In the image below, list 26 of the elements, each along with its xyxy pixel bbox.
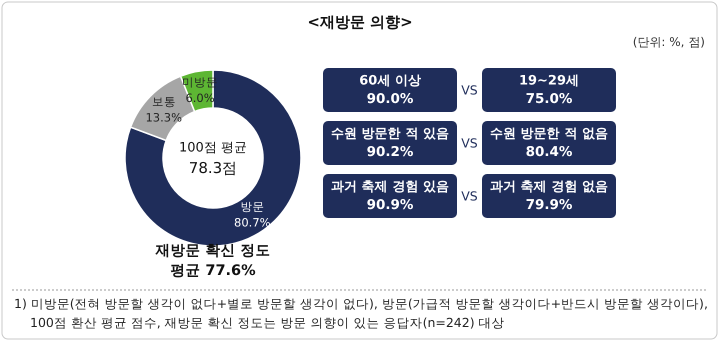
text: 90.2% (366, 144, 414, 160)
text: 재방문 확신 정도 (154, 243, 271, 259)
text: 100점 평균 (179, 140, 247, 156)
text: 90.9% (366, 197, 414, 213)
text: 19~29세 (518, 74, 580, 88)
text: <재방문 의향> (307, 13, 413, 31)
text: 78.3점 (188, 159, 238, 177)
data-label: 13.3% (145, 110, 182, 125)
text: 평균 77.6% (170, 263, 256, 279)
text: VS (461, 82, 478, 98)
text: 수원 방문한 적 없음 (490, 126, 608, 142)
slice-label: 보통 (152, 94, 176, 109)
text: 90.0% (366, 91, 414, 107)
text: 60세 이상 (359, 74, 421, 88)
text: 80.4% (526, 144, 573, 160)
text: 과거 축제 경험 있음 (331, 180, 449, 194)
text: VS (461, 136, 478, 150)
data-label: 80.7% (234, 216, 271, 230)
text: (단위: %, 점) (632, 35, 705, 49)
text: 75.0% (526, 91, 573, 107)
text: 수원 방문한 적 있음 (331, 126, 449, 142)
text: VS (461, 188, 478, 204)
text: 과거 축제 경험 없음 (490, 180, 608, 194)
slice-label: 방문 (240, 200, 264, 214)
text: 1) 미방문(전혀 방문할 생각이 없다+별로 방문할 생각이 없다), 방문(가급적 방문할 생각이다+반드시 방문할 생각이다), 100점 환산 평균 점수, 재방문 확신 정도는 방문 의향이 있는 응답자(n=242) 대상 (14, 295, 709, 332)
text: 79.9% (526, 197, 573, 213)
